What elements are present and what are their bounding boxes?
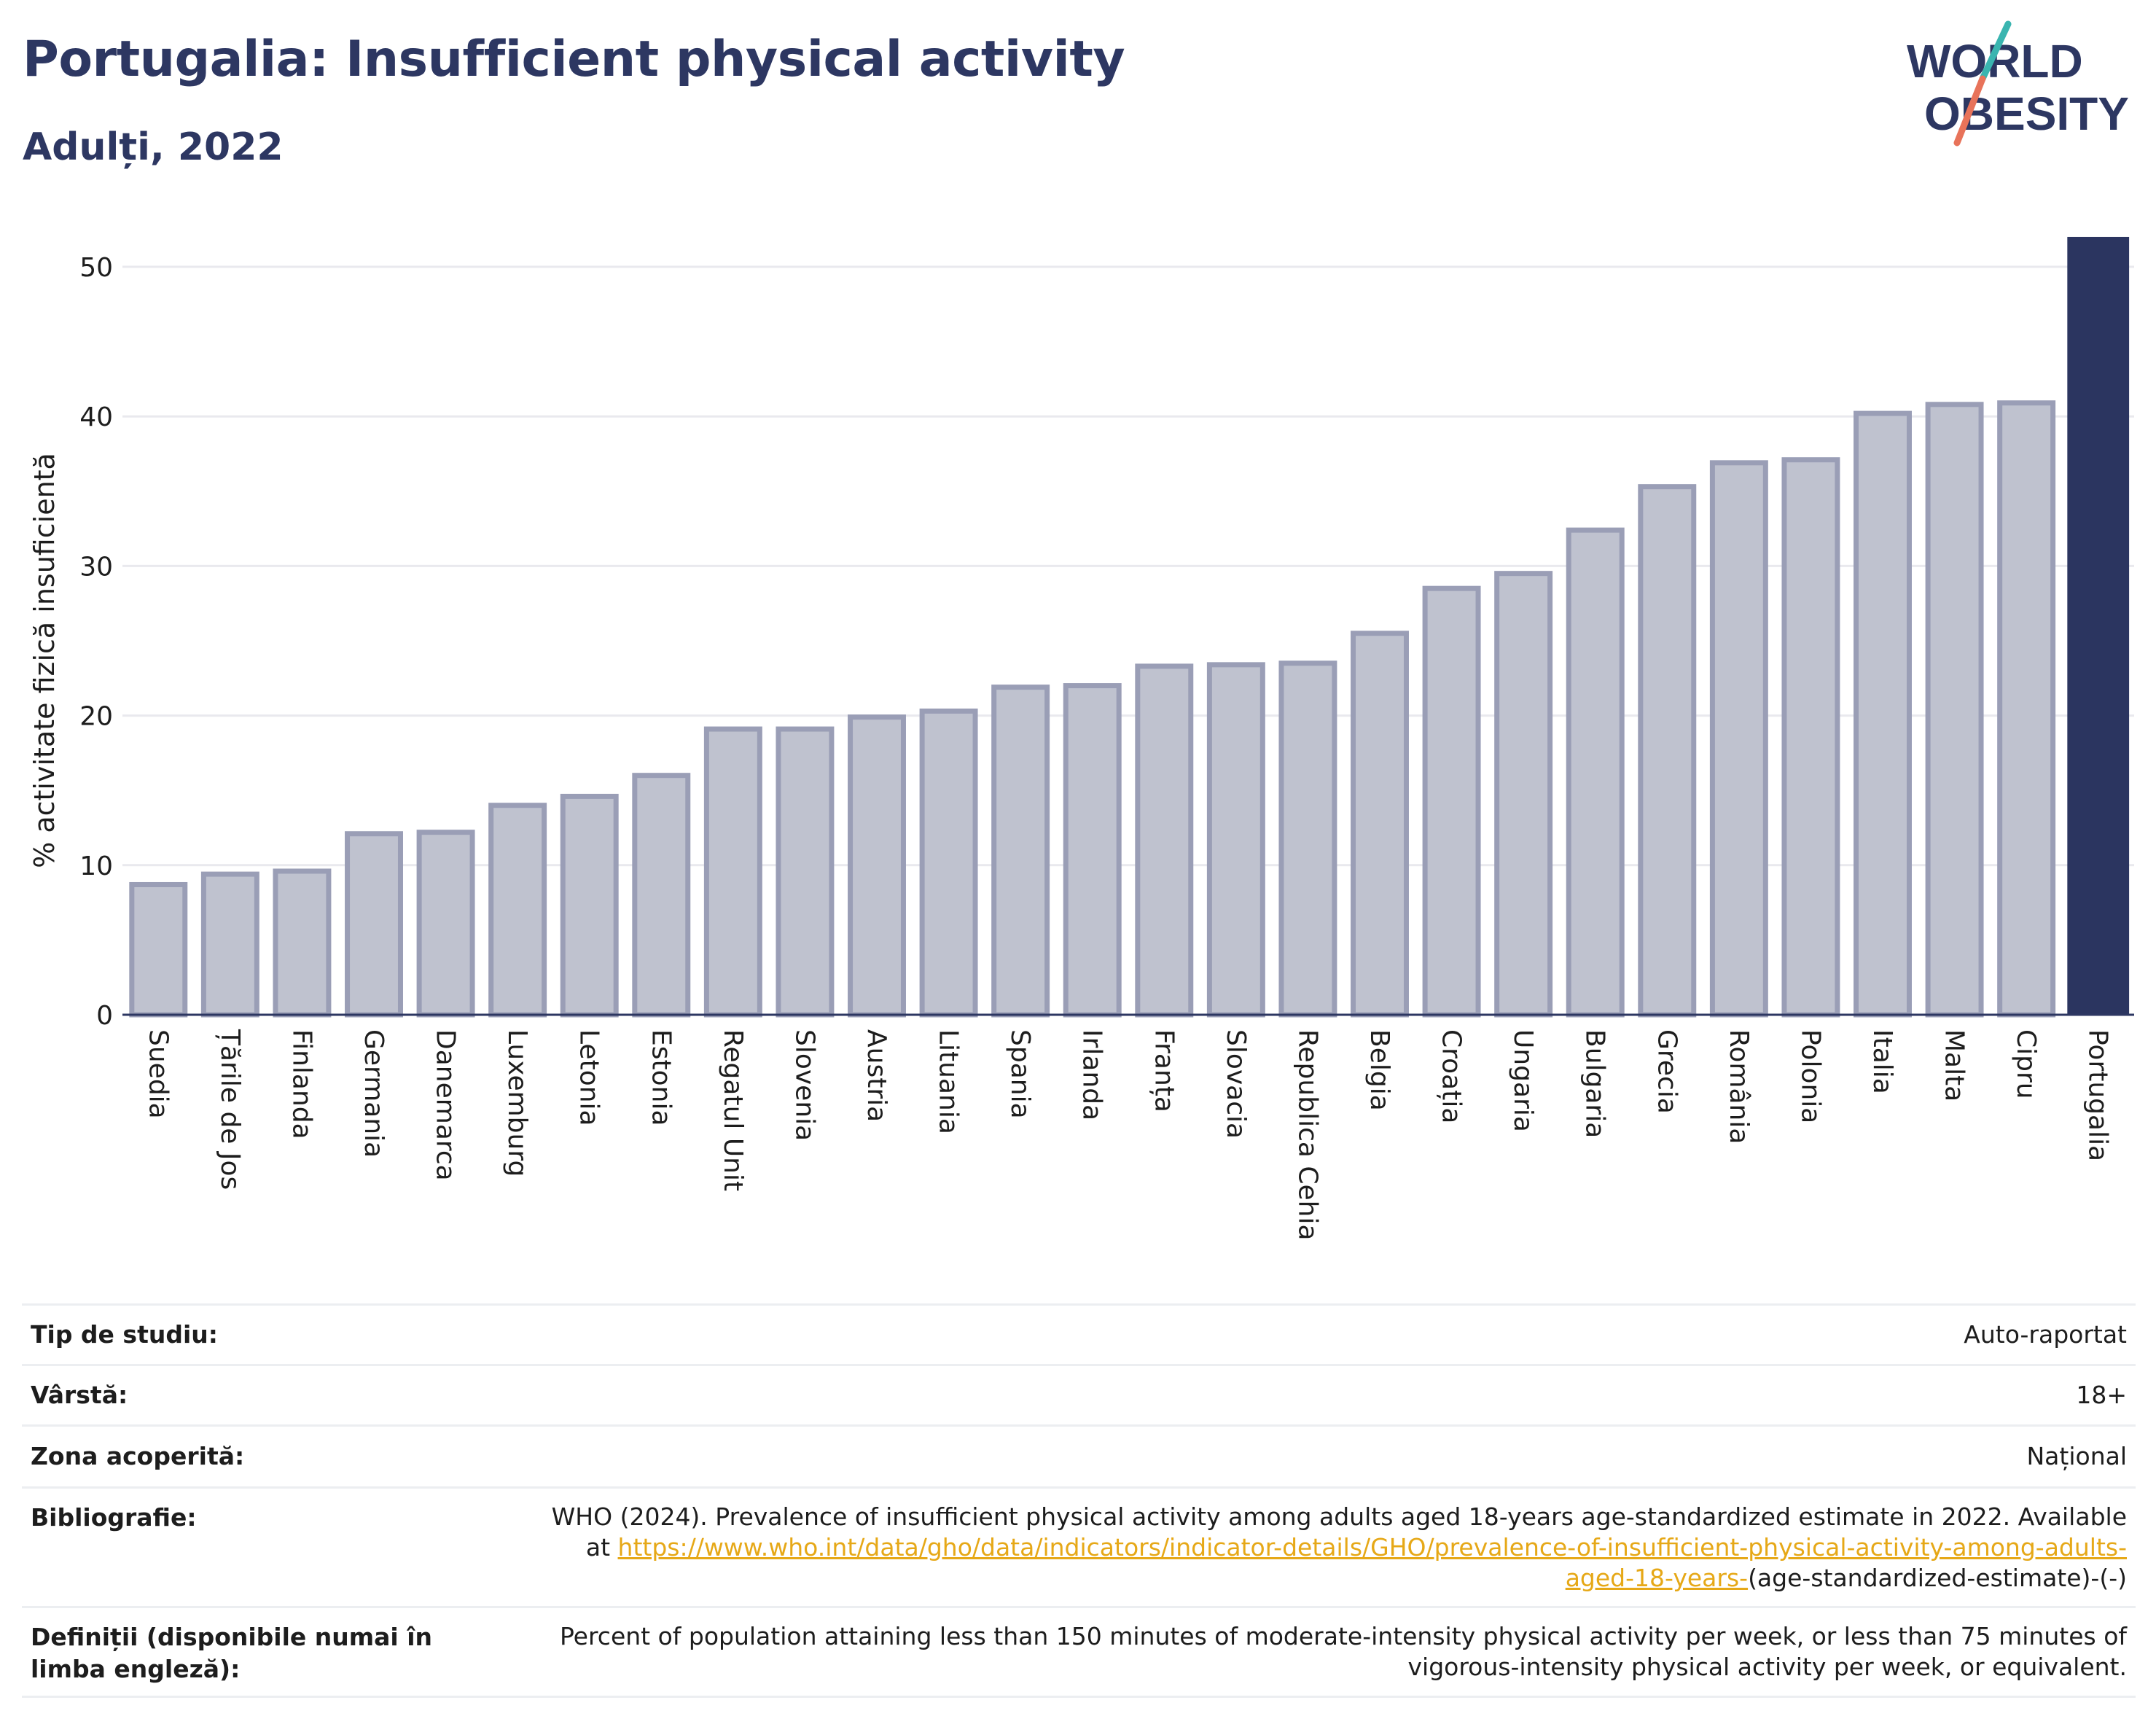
info-row-study-type: Tip de studiu: Auto-raportat [22,1303,2136,1364]
x-tick-label: Luxemburg [502,1029,532,1177]
x-tick-label: Letonia [574,1029,604,1126]
x-tick-label: Italia [1867,1029,1897,1094]
x-tick-label: Polonia [1795,1029,1825,1123]
area-value: Național [2026,1442,2127,1470]
y-tick-label: 50 [79,253,113,283]
bar [1351,631,1409,1018]
bar [1997,400,2056,1018]
info-table: Tip de studiu: Auto-raportat Vârstă: 18+… [22,1303,2136,1698]
bibliography-label: Bibliografie: [31,1503,197,1532]
bar [1925,402,1984,1018]
x-tick-label: Regatul Unit [718,1029,748,1191]
bar [416,830,475,1018]
bar [1854,410,1912,1018]
y-tick-label: 30 [79,552,113,582]
area-label: Zona acoperită: [31,1442,245,1470]
x-tick-label: Republica Cehia [1292,1029,1322,1241]
x-tick-label: Malta [1940,1029,1969,1102]
definitions-label: Definiții (disponibile numai în limba en… [31,1623,433,1683]
bar-chart: 0 10 20 30 40 50 % activitate fizică insuficie… [28,236,2134,1241]
logo-line1: WORLD [1907,35,2083,87]
x-tick-label: Spania [1005,1029,1035,1119]
info-row-age: Vârstă: 18+ [22,1364,2136,1424]
x-tick-label: Slovacia [1221,1029,1251,1139]
bibliography-tail: (age-standardized-estimate)-(-) [1748,1564,2127,1592]
info-row-definitions: Definiții (disponibile numai în limba en… [22,1606,2136,1698]
x-tick-label: Franța [1149,1029,1179,1112]
bar [345,831,403,1018]
bar [1494,571,1553,1018]
bar [703,726,762,1018]
x-tick-label: Finlanda [286,1029,316,1139]
bar [1278,660,1337,1018]
x-tick-label: Bulgaria [1580,1029,1610,1138]
x-tick-label: Slovenia [789,1029,819,1141]
bar [1566,527,1625,1018]
world-obesity-logo: WORLD OBESITY [1907,20,2129,147]
bar [1063,683,1122,1018]
x-tick-label: Țările de Jos [215,1029,245,1190]
bar [848,714,906,1018]
x-tick-label: Estonia [646,1029,676,1126]
bar [488,803,547,1018]
chart-subtitle: Adulți, 2022 [23,125,284,169]
logo-slash-bottom [1953,75,1986,147]
x-tick-label: Danemarca [431,1029,461,1181]
bar [1206,662,1265,1018]
study-type-label: Tip de studiu: [31,1320,218,1349]
bar [991,685,1050,1018]
bar [776,726,835,1018]
bar [2067,236,2130,1015]
x-tick-label: Grecia [1652,1029,1682,1114]
logo-slash-top [1979,20,2012,82]
y-tick-label: 0 [96,1001,113,1031]
x-tick-label: Germania [359,1029,388,1158]
bar [129,881,188,1018]
bar [1422,585,1481,1018]
bibliography-text: WHO (2024). Prevalence of insufficient p… [551,1502,2127,1562]
logo-line2: OBESITY [1924,87,2129,140]
x-tick-label: Croația [1437,1029,1466,1123]
bar [632,773,691,1018]
y-axis-label: % activitate fizică insuficientă [28,453,60,868]
bar [919,708,978,1018]
x-tick-label: România [1724,1029,1754,1144]
x-tick-label: Ungaria [1508,1029,1538,1132]
x-tick-label: Irlanda [1077,1029,1107,1120]
definitions-value: Percent of population attaining less tha… [559,1622,2127,1681]
bar [560,793,619,1018]
y-tick-label: 40 [79,402,113,432]
study-type-value: Auto-raportat [1964,1320,2127,1349]
chart-title: Portugalia: Insufficient physical activi… [23,31,1125,88]
bar [273,868,332,1018]
x-tick-label: Belgia [1364,1029,1394,1111]
y-tick-label: 10 [79,851,113,881]
x-tick-label: Austria [862,1029,891,1122]
x-tick-label: Lituania [934,1029,964,1134]
bibliography-value: WHO (2024). Prevalence of insufficient p… [523,1502,2127,1594]
y-tick-label: 20 [79,702,113,732]
bar [1709,460,1768,1018]
age-value: 18+ [2076,1381,2127,1409]
bar [1781,457,1840,1018]
x-tick-label: Portugalia [2083,1029,2113,1161]
info-row-area: Zona acoperită: Național [22,1424,2136,1486]
bar [1135,663,1194,1018]
bar [1638,484,1697,1018]
x-tick-label: Cipru [2011,1029,2041,1099]
bar [200,871,259,1018]
x-tick-label: Suedia [143,1029,173,1119]
info-row-bibliography: Bibliografie: WHO (2024). Prevalence of … [22,1486,2136,1606]
bibliography-link[interactable]: https://www.who.int/data/gho/data/indica… [617,1533,2127,1592]
age-label: Vârstă: [31,1381,128,1409]
